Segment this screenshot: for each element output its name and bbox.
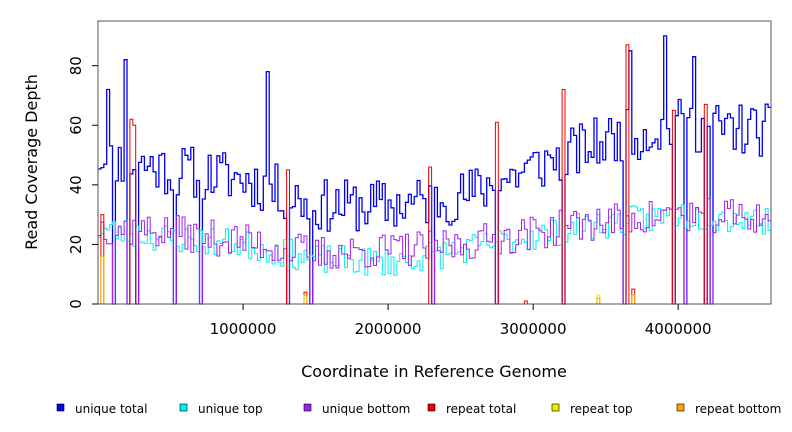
y-tick-label: 40: [67, 175, 85, 194]
x-tick-label: 4000000: [645, 320, 712, 338]
y-tick-label: 80: [67, 56, 85, 75]
legend-label-unique-bottom: unique bottom: [322, 402, 410, 416]
legend-swatch-unique-bottom: [303, 403, 312, 412]
y-tick-label: 0: [67, 299, 85, 309]
legend-swatch-repeat-bottom: [676, 403, 685, 412]
x-axis-title: Coordinate in Reference Genome: [301, 362, 567, 381]
legend-swatch-unique-total: [56, 403, 65, 412]
y-axis-title: Read Coverage Depth: [22, 74, 41, 250]
legend-label-unique-top: unique top: [198, 402, 263, 416]
legend-label-repeat-bottom: repeat bottom: [695, 402, 781, 416]
legend-label-repeat-top: repeat top: [570, 402, 633, 416]
legend-swatch-unique-top: [179, 403, 188, 412]
y-tick-label: 20: [67, 235, 85, 254]
plot-frame: [97, 20, 772, 305]
y-tick-label: 60: [67, 116, 85, 135]
legend-swatch-repeat-top: [551, 403, 560, 412]
legend-label-repeat-total: repeat total: [446, 402, 516, 416]
x-tick-label: 1000000: [210, 320, 277, 338]
x-tick-label: 2000000: [355, 320, 422, 338]
series-line-unique-total: [98, 35, 772, 305]
legend-swatch-repeat-total: [427, 403, 436, 412]
x-axis: 1000000 2000000 3000000 4000000: [210, 304, 712, 338]
legend-label-unique-total: unique total: [75, 402, 147, 416]
y-axis: 0 20 40 60 80: [67, 56, 98, 309]
series-line-unique-bottom: [98, 198, 772, 305]
legend: unique total unique top unique bottom repea…: [56, 402, 781, 416]
x-tick-label: 3000000: [500, 320, 567, 338]
series-lines: [98, 35, 772, 305]
